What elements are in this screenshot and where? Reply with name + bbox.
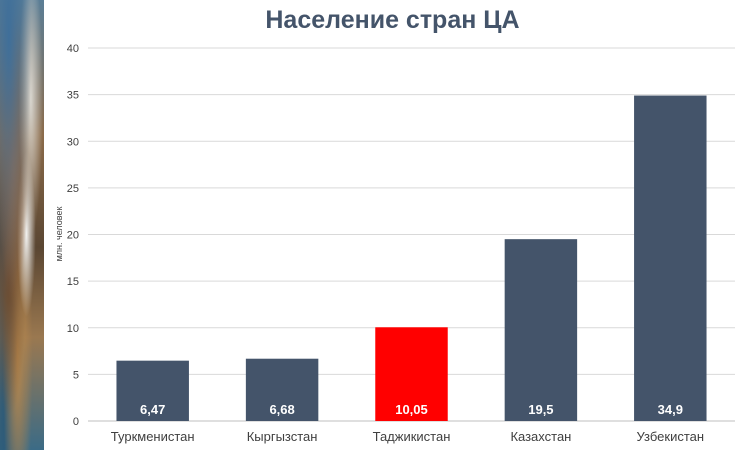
x-tick-label: Узбекистан — [637, 429, 705, 444]
bar-value-label: 6,68 — [269, 402, 294, 417]
bar-value-label: 19,5 — [528, 402, 553, 417]
mountain-photo-strip — [0, 0, 44, 450]
y-tick-label: 25 — [67, 183, 79, 195]
x-tick-label: Туркменистан — [111, 429, 195, 444]
bar-value-label: 6,47 — [140, 402, 165, 417]
y-tick-label: 10 — [67, 323, 79, 335]
y-tick-label: 0 — [73, 416, 79, 428]
x-tick-label: Кыргызстан — [247, 429, 318, 444]
y-tick-label: 5 — [73, 369, 79, 381]
bar-4 — [634, 95, 707, 422]
y-tick-label: 15 — [67, 276, 79, 288]
x-tick-label: Таджикистан — [373, 429, 451, 444]
bar-0 — [116, 360, 189, 421]
bar-value-label: 10,05 — [395, 402, 428, 417]
chart-title: Население стран ЦА — [265, 6, 520, 34]
x-tick-label: Казахстан — [510, 429, 571, 444]
y-tick-label: 40 — [67, 43, 79, 55]
bar-2 — [375, 327, 448, 421]
bar-3 — [504, 239, 578, 421]
y-tick-label: 35 — [67, 90, 79, 102]
y-tick-label: 20 — [67, 230, 79, 242]
y-axis-label: млн. человек — [54, 207, 64, 262]
y-tick-label: 30 — [67, 136, 79, 148]
bar-1 — [245, 358, 319, 421]
bar-value-label: 34,9 — [658, 402, 683, 417]
